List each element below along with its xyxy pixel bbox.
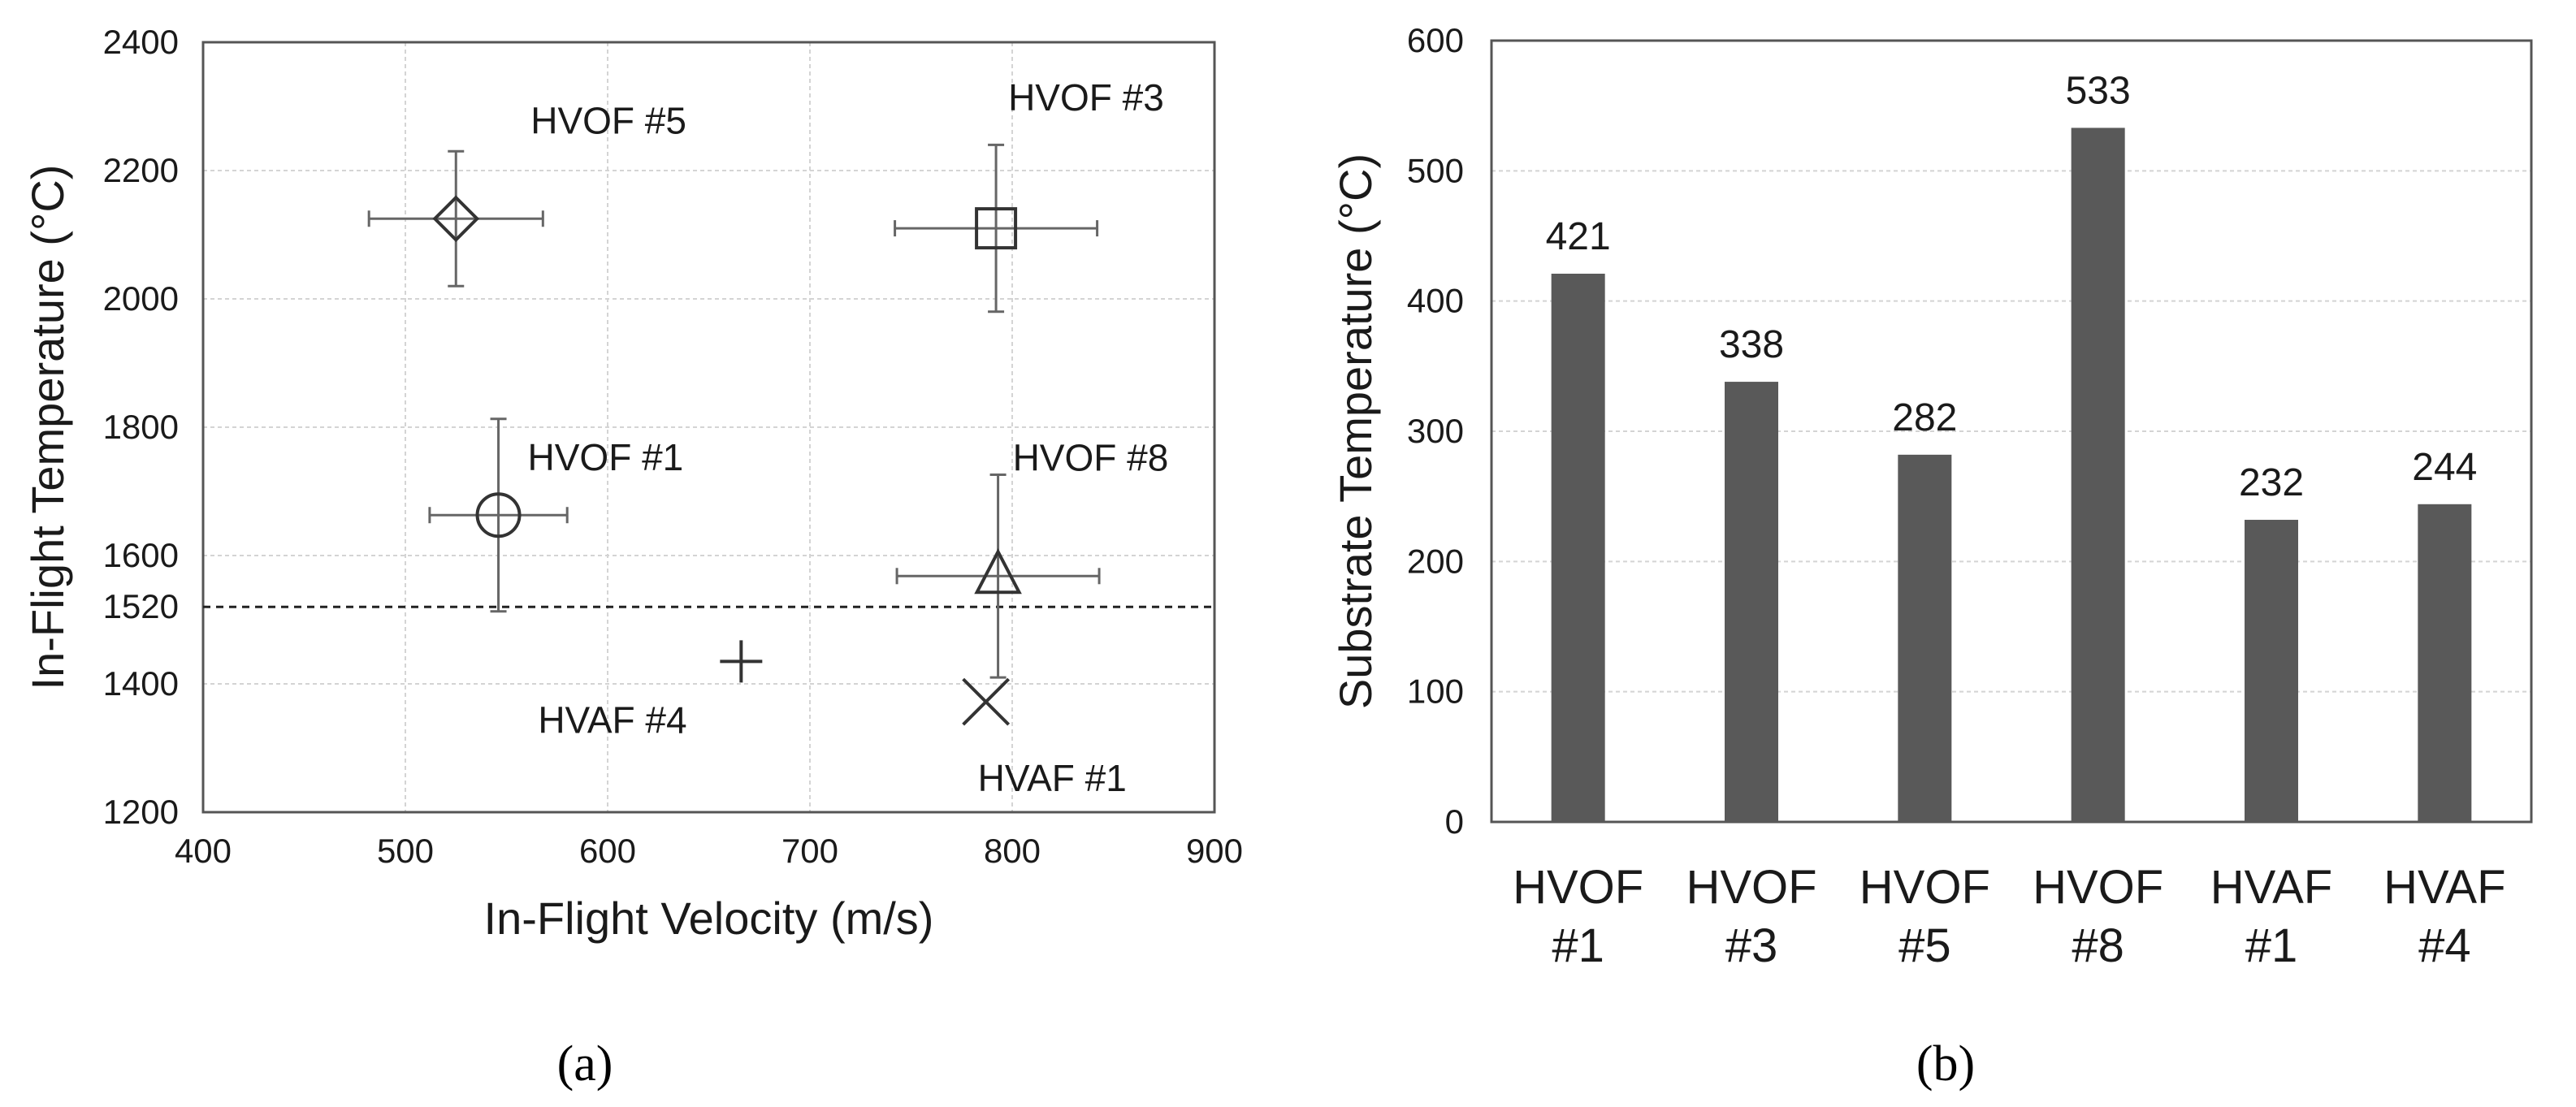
x-tick-label: 400 xyxy=(175,832,232,870)
bar-value-label: 282 xyxy=(1892,396,1957,439)
bar xyxy=(2418,504,2472,822)
panel-caption-b: (b) xyxy=(1916,1036,1975,1092)
circle-marker xyxy=(475,492,522,538)
category-label: #3 xyxy=(1725,919,1778,972)
category-label: HVAF xyxy=(2383,861,2505,914)
category-label: HVOF xyxy=(1686,861,1816,914)
y-tick-label: 1200 xyxy=(103,793,179,831)
y-tick-label: 100 xyxy=(1407,672,1464,711)
y-tick-label: 2200 xyxy=(103,151,179,189)
x-axis-title: In-Flight Velocity (m/s) xyxy=(484,893,934,944)
square-marker xyxy=(975,207,1018,250)
bar-value-label: 533 xyxy=(2066,69,2131,112)
bar-value-label: 338 xyxy=(1719,323,1784,366)
category-label: #4 xyxy=(2418,919,2471,972)
reference-line-label: 1520 xyxy=(103,587,179,625)
point-label: HVOF #3 xyxy=(1008,76,1164,119)
point-label: HVOF #1 xyxy=(528,436,684,478)
category-label: HVOF xyxy=(1859,861,1990,914)
x-tick-label: 900 xyxy=(1186,832,1243,870)
y-tick-label: 300 xyxy=(1407,412,1464,450)
diamond-marker xyxy=(432,195,480,243)
x-tick-label: 700 xyxy=(781,832,838,870)
y-tick-label: 600 xyxy=(1407,21,1464,59)
data-point-hvaf-4 xyxy=(720,640,763,683)
x-tick-label: 500 xyxy=(377,832,434,870)
chart-b-bar: 0 100 200 300 400 500 600 Substrate Temperature… xyxy=(1330,21,2533,972)
bar xyxy=(1898,454,1952,822)
bar xyxy=(2245,520,2298,822)
bar-value-label: 244 xyxy=(2412,446,2477,489)
data-point-hvof-5 xyxy=(367,149,544,288)
y-tick-label: 2400 xyxy=(103,23,179,61)
data-point-hvaf-1 xyxy=(962,677,1011,726)
category-label: HVOF xyxy=(1513,861,1643,914)
y-tick-label: 0 xyxy=(1445,802,1464,841)
data-point-hvof-1 xyxy=(428,417,569,613)
y-tick-label: 1800 xyxy=(103,408,179,446)
cross-marker xyxy=(962,677,1011,726)
y-tick-label: 2000 xyxy=(103,279,179,318)
category-label: #8 xyxy=(2072,919,2124,972)
y-tick-label: 1600 xyxy=(103,536,179,574)
point-label: HVAF #1 xyxy=(978,757,1127,799)
x-tick-label: 800 xyxy=(984,832,1041,870)
point-label: HVOF #8 xyxy=(1013,436,1169,478)
category-label: #5 xyxy=(1898,919,1951,972)
bar xyxy=(1725,382,1778,822)
y-axis-title: Substrate Temperature (°C) xyxy=(1330,154,1381,709)
bar xyxy=(2071,128,2125,822)
x-tick-label: 600 xyxy=(579,832,636,870)
bar-value-label: 421 xyxy=(1546,215,1611,258)
bar xyxy=(1551,273,1605,822)
y-tick-label: 200 xyxy=(1407,542,1464,580)
data-point-hvof-8 xyxy=(895,473,1101,679)
y-axis-title: In-Flight Temperature (°C) xyxy=(22,165,73,690)
y-tick-label: 1400 xyxy=(103,664,179,703)
point-label: HVOF #5 xyxy=(530,99,686,141)
chart-a-scatter: 400 500 600 700 800 900 1200 1400 1600 1800 2000 22… xyxy=(22,23,1243,944)
y-tick-label: 400 xyxy=(1407,282,1464,320)
panel-caption-a: (a) xyxy=(557,1036,613,1092)
y-tick-label: 500 xyxy=(1407,151,1464,189)
plot-frame xyxy=(1490,39,2533,824)
bar-value-label: 232 xyxy=(2239,461,2304,504)
plot-frame xyxy=(201,41,1216,814)
triangle-marker xyxy=(974,547,1022,595)
point-label: HVAF #4 xyxy=(538,698,686,741)
category-label: HVAF xyxy=(2210,861,2332,914)
category-label: #1 xyxy=(2245,919,2298,972)
data-point-hvof-3 xyxy=(894,143,1099,314)
category-label: HVOF xyxy=(2033,861,2163,914)
category-label: #1 xyxy=(1552,919,1604,972)
